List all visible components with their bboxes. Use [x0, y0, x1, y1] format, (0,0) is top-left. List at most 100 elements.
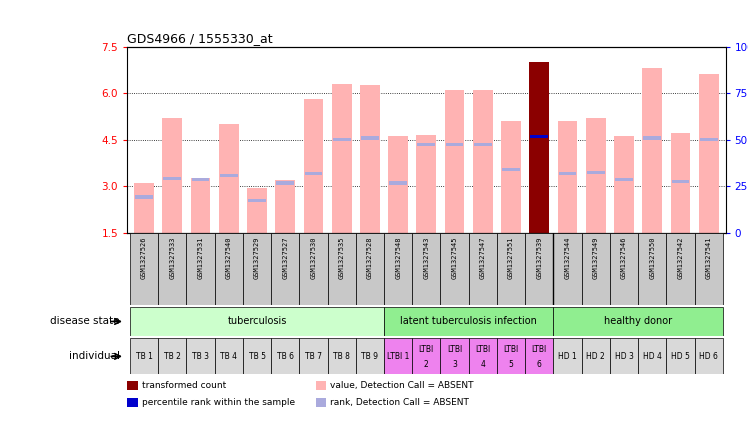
Bar	[299, 338, 328, 374]
Bar	[271, 338, 299, 374]
Bar	[328, 233, 356, 305]
Bar	[220, 174, 238, 177]
Bar	[441, 233, 469, 305]
Bar	[666, 338, 694, 374]
Text: GSM1327547: GSM1327547	[479, 236, 485, 279]
Bar	[417, 135, 436, 233]
Text: GSM1327540: GSM1327540	[226, 236, 232, 279]
Bar	[384, 338, 412, 374]
Bar	[328, 338, 356, 374]
Text: LTBI 1: LTBI 1	[387, 352, 409, 361]
Bar	[304, 99, 323, 233]
Bar	[130, 307, 384, 336]
Text: GSM1327529: GSM1327529	[254, 236, 260, 279]
Text: GDS4966 / 1555330_at: GDS4966 / 1555330_at	[127, 33, 273, 45]
Bar	[474, 143, 491, 146]
Bar	[586, 118, 606, 233]
Text: TB 7: TB 7	[305, 352, 322, 361]
Bar	[417, 143, 435, 146]
Bar	[316, 398, 326, 407]
Bar	[525, 338, 554, 374]
Text: latent tuberculosis infection: latent tuberculosis infection	[400, 316, 537, 327]
Text: GSM1327550: GSM1327550	[649, 236, 655, 279]
Bar	[215, 233, 243, 305]
Bar	[699, 74, 719, 233]
Bar	[614, 137, 634, 233]
Text: HD 6: HD 6	[699, 352, 718, 361]
Text: HD 3: HD 3	[615, 352, 634, 361]
Bar	[316, 381, 326, 390]
Bar	[388, 137, 408, 233]
Text: TB 5: TB 5	[248, 352, 266, 361]
Text: TB 4: TB 4	[220, 352, 237, 361]
Bar	[215, 338, 243, 374]
Bar	[333, 138, 351, 141]
Text: GSM1327542: GSM1327542	[678, 236, 684, 279]
Bar	[554, 338, 582, 374]
Text: HD 4: HD 4	[643, 352, 662, 361]
Text: value, Detection Call = ABSENT: value, Detection Call = ABSENT	[331, 381, 473, 390]
Bar	[159, 233, 186, 305]
Text: TB 2: TB 2	[164, 352, 181, 361]
Text: GSM1327530: GSM1327530	[310, 236, 316, 279]
Text: LTBI: LTBI	[532, 346, 547, 354]
Bar	[127, 398, 138, 407]
Bar	[643, 137, 661, 140]
Bar	[587, 170, 604, 174]
Text: 6: 6	[537, 360, 542, 369]
Bar	[271, 233, 299, 305]
Bar	[525, 233, 554, 305]
Bar	[134, 183, 154, 233]
Bar	[530, 62, 549, 233]
Text: TB 1: TB 1	[135, 352, 153, 361]
Bar	[469, 233, 497, 305]
Bar	[497, 233, 525, 305]
Bar	[162, 118, 183, 233]
Text: HD 1: HD 1	[558, 352, 577, 361]
Bar	[530, 135, 548, 138]
Text: TB 9: TB 9	[361, 352, 378, 361]
Text: rank, Detection Call = ABSENT: rank, Detection Call = ABSENT	[331, 398, 469, 407]
Bar	[469, 338, 497, 374]
Text: GSM1327544: GSM1327544	[565, 236, 571, 279]
Text: TB 8: TB 8	[334, 352, 350, 361]
Text: GSM1327549: GSM1327549	[592, 236, 598, 279]
Bar	[666, 233, 694, 305]
Bar	[243, 338, 271, 374]
Text: HD 5: HD 5	[671, 352, 690, 361]
Bar	[699, 138, 717, 141]
Bar	[610, 338, 638, 374]
Text: GSM1327546: GSM1327546	[621, 236, 627, 279]
Bar	[130, 338, 159, 374]
Bar	[670, 133, 690, 233]
Bar	[441, 338, 469, 374]
Bar	[643, 68, 662, 233]
Bar	[412, 338, 441, 374]
Bar	[610, 233, 638, 305]
Bar	[554, 307, 723, 336]
Bar	[501, 121, 521, 233]
Text: GSM1327545: GSM1327545	[452, 236, 458, 279]
Text: LTBI: LTBI	[503, 346, 518, 354]
Bar	[163, 177, 181, 180]
Bar	[473, 90, 493, 233]
Text: 4: 4	[480, 360, 485, 369]
Text: GSM1327541: GSM1327541	[705, 236, 711, 279]
Bar	[186, 233, 215, 305]
Bar	[389, 181, 407, 184]
Bar	[446, 143, 464, 146]
Text: GSM1327535: GSM1327535	[339, 236, 345, 279]
Bar	[356, 338, 384, 374]
Text: GSM1327539: GSM1327539	[536, 236, 542, 279]
Text: 3: 3	[452, 360, 457, 369]
Bar	[694, 338, 723, 374]
Text: 2: 2	[424, 360, 429, 369]
Bar	[275, 180, 295, 233]
Bar	[276, 181, 294, 184]
Text: GSM1327526: GSM1327526	[141, 236, 147, 279]
Bar	[361, 137, 378, 140]
Text: TB 3: TB 3	[192, 352, 209, 361]
Bar	[304, 172, 322, 175]
Bar	[356, 233, 384, 305]
Text: transformed count: transformed count	[142, 381, 226, 390]
